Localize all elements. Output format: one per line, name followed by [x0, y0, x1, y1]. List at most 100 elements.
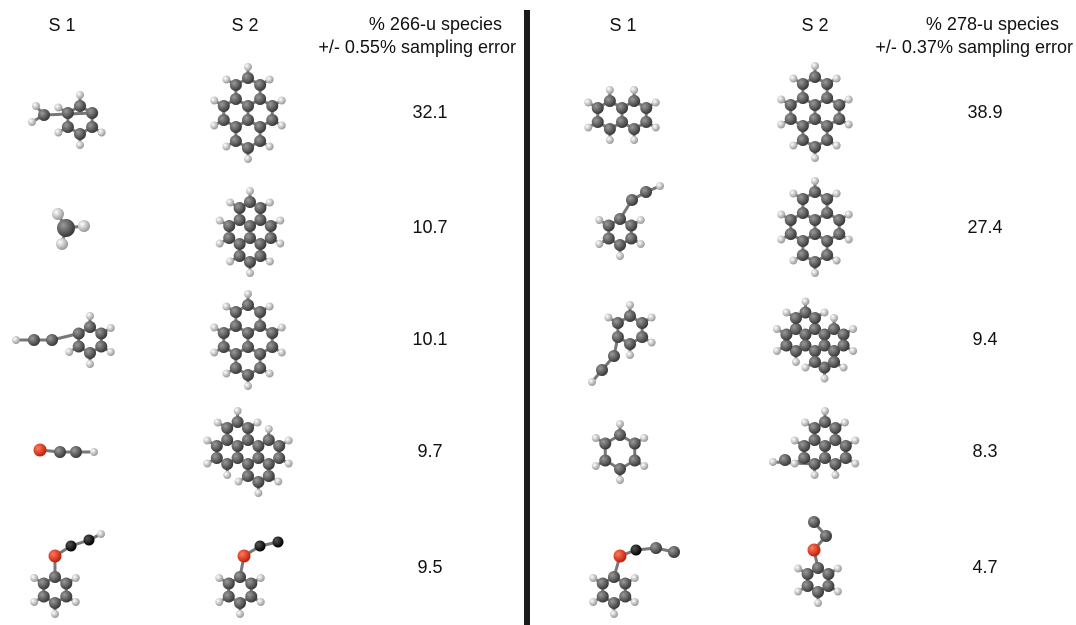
atom	[264, 425, 273, 433]
atom	[242, 458, 254, 470]
atom	[284, 436, 293, 445]
molecule	[210, 63, 286, 163]
atom	[821, 92, 834, 104]
atom	[246, 187, 254, 195]
atom	[215, 598, 224, 606]
atom	[796, 193, 809, 205]
atom	[60, 590, 73, 603]
atom	[57, 219, 75, 237]
atom	[798, 452, 811, 464]
atom	[596, 577, 609, 590]
atom	[819, 416, 831, 428]
atom	[812, 586, 824, 598]
atom	[74, 100, 86, 112]
atom	[808, 422, 821, 434]
atom	[242, 100, 254, 112]
atom	[789, 256, 798, 265]
atom	[596, 364, 608, 376]
atom	[589, 574, 598, 582]
atom	[231, 452, 244, 464]
atom	[636, 331, 649, 343]
atom	[70, 446, 82, 458]
atom	[596, 590, 609, 603]
atom	[772, 325, 781, 333]
atom	[630, 574, 639, 582]
atom	[811, 62, 819, 70]
atom	[276, 239, 285, 248]
atom	[808, 458, 821, 470]
atom	[273, 452, 286, 464]
atom	[603, 123, 616, 135]
percentage-value: 9.7	[417, 441, 442, 461]
atom	[833, 228, 846, 240]
atom	[796, 78, 809, 90]
atom	[849, 347, 858, 355]
atom	[226, 198, 235, 207]
atom	[49, 571, 61, 583]
atom	[242, 369, 254, 381]
atom	[821, 249, 834, 261]
atom	[38, 109, 50, 121]
percentage-value: 10.1	[412, 329, 447, 349]
atom	[61, 107, 74, 119]
atom	[254, 489, 263, 497]
atom	[628, 95, 641, 107]
atom	[801, 418, 810, 427]
atom	[640, 102, 653, 114]
atom	[242, 142, 254, 154]
percentage-value: 4.7	[972, 557, 997, 577]
column-subheader: +/- 0.37% sampling error	[875, 37, 1073, 57]
atom	[265, 369, 274, 378]
atom	[254, 306, 267, 318]
atom	[808, 516, 820, 528]
atom	[223, 232, 236, 244]
atom	[106, 348, 115, 356]
atom	[796, 249, 809, 261]
atom	[832, 141, 841, 150]
atom	[614, 239, 626, 251]
atom	[822, 580, 835, 592]
atom	[809, 356, 821, 368]
atom	[244, 382, 252, 390]
atom	[30, 574, 39, 582]
atom	[217, 100, 230, 112]
atom	[640, 116, 653, 128]
atom	[616, 252, 624, 260]
atom	[604, 313, 613, 322]
atom	[821, 78, 834, 90]
atom	[779, 454, 791, 466]
atom	[229, 135, 242, 147]
atom	[277, 96, 286, 105]
atom	[809, 323, 821, 335]
atom	[234, 597, 246, 609]
atom	[71, 574, 80, 582]
molecule	[215, 536, 284, 618]
atom	[837, 328, 850, 341]
atom	[65, 540, 77, 552]
atom	[46, 334, 58, 346]
atom	[790, 459, 799, 468]
atom	[833, 99, 846, 111]
atom	[614, 429, 626, 441]
atom	[237, 549, 251, 563]
atom	[591, 116, 604, 128]
atom	[628, 437, 641, 450]
atom	[794, 564, 803, 573]
molecule	[584, 86, 660, 144]
atom	[242, 341, 254, 353]
atom	[769, 458, 777, 466]
atom	[86, 360, 94, 368]
atom	[820, 308, 829, 317]
atom	[809, 71, 821, 83]
atom	[245, 577, 258, 590]
atom	[76, 141, 84, 149]
atom	[252, 476, 265, 488]
atom	[630, 598, 639, 606]
atom	[784, 113, 797, 125]
atom	[626, 301, 634, 309]
atom	[266, 100, 279, 112]
atom	[95, 327, 108, 340]
atom	[246, 269, 254, 277]
atom	[229, 121, 242, 133]
atom	[28, 118, 36, 126]
